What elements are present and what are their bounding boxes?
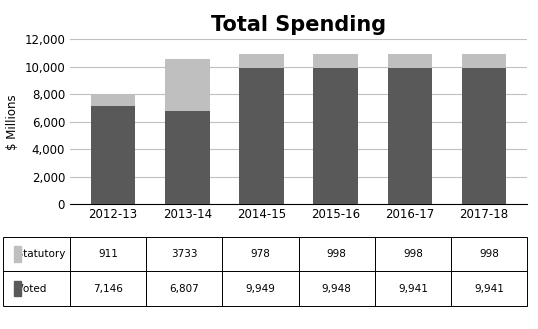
Bar xyxy=(91,93,135,106)
Y-axis label: $ Millions: $ Millions xyxy=(5,94,19,150)
Bar xyxy=(239,54,284,67)
Title: Total Spending: Total Spending xyxy=(211,15,386,35)
Bar xyxy=(462,54,506,68)
Bar xyxy=(314,54,358,68)
Bar xyxy=(165,111,209,204)
Bar xyxy=(314,68,358,204)
Bar xyxy=(91,106,135,204)
Bar xyxy=(388,68,432,204)
Bar xyxy=(462,68,506,204)
Bar xyxy=(165,60,209,111)
Bar xyxy=(388,54,432,68)
Bar xyxy=(239,67,284,204)
